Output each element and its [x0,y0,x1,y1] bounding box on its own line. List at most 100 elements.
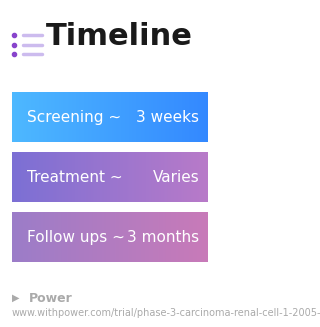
Bar [15,152,16,202]
Bar [122,152,123,202]
Bar [191,152,192,202]
Bar [56,212,57,262]
Bar [121,152,122,202]
Bar [164,92,165,143]
Bar [103,92,104,143]
Bar [62,152,63,202]
Bar [92,152,93,202]
Bar [57,92,58,143]
Bar [126,92,127,143]
Bar [185,212,186,262]
Bar [45,152,46,202]
Bar [166,92,167,143]
Bar [165,212,166,262]
Bar [77,92,78,143]
Bar [100,212,101,262]
Bar [22,152,23,202]
Bar [135,212,136,262]
Bar [182,212,183,262]
Text: 3 weeks: 3 weeks [136,110,199,125]
Text: Treatment ~: Treatment ~ [27,170,123,185]
Bar [111,92,112,143]
Bar [96,212,97,262]
Bar [206,212,207,262]
Bar [13,152,14,202]
Bar [202,212,203,262]
Bar [202,92,203,143]
Bar [145,212,146,262]
Bar [197,152,198,202]
Bar [51,92,52,143]
Bar [46,92,47,143]
Bar [186,212,187,262]
Bar [126,152,127,202]
Bar [169,152,170,202]
Bar [138,152,139,202]
Bar [83,92,84,143]
Bar [33,212,34,262]
Bar [183,152,184,202]
Bar [109,212,110,262]
Bar [173,152,174,202]
Bar [32,152,33,202]
Bar [169,92,170,143]
Bar [194,92,195,143]
Bar [156,152,157,202]
Bar [131,212,132,262]
Bar [117,92,118,143]
Bar [48,212,49,262]
Bar [43,212,44,262]
Bar [157,92,158,143]
Bar [141,92,142,143]
Bar [68,152,69,202]
Bar [119,92,120,143]
Bar [198,92,199,143]
Bar [90,92,91,143]
Bar [175,152,176,202]
Bar [24,212,25,262]
Bar [129,152,130,202]
Bar [177,92,178,143]
Bar [128,152,129,202]
Bar [94,212,95,262]
Bar [181,152,182,202]
Bar [64,212,65,262]
Bar [123,212,124,262]
Bar [74,212,75,262]
Bar [105,152,106,202]
Bar [163,212,164,262]
Bar [52,212,53,262]
Bar [28,212,29,262]
Bar [53,152,54,202]
Bar [183,212,184,262]
Bar [188,92,189,143]
Bar [168,92,169,143]
Bar [142,212,143,262]
Bar [23,152,24,202]
Bar [147,152,148,202]
Bar [166,152,167,202]
Bar [150,212,151,262]
Bar [80,152,81,202]
Bar [107,92,108,143]
Bar [147,92,148,143]
Bar [139,152,140,202]
Bar [64,152,65,202]
Bar [183,92,184,143]
Bar [94,92,95,143]
Bar [51,152,52,202]
Bar [200,212,201,262]
Bar [136,212,137,262]
Bar [102,92,103,143]
Bar [123,152,124,202]
Bar [105,92,106,143]
Bar [19,152,20,202]
Bar [68,212,69,262]
Bar [120,92,121,143]
Bar [79,212,80,262]
Bar [168,212,169,262]
Bar [76,212,77,262]
Bar [34,152,35,202]
Bar [81,92,82,143]
Text: Varies: Varies [152,170,199,185]
